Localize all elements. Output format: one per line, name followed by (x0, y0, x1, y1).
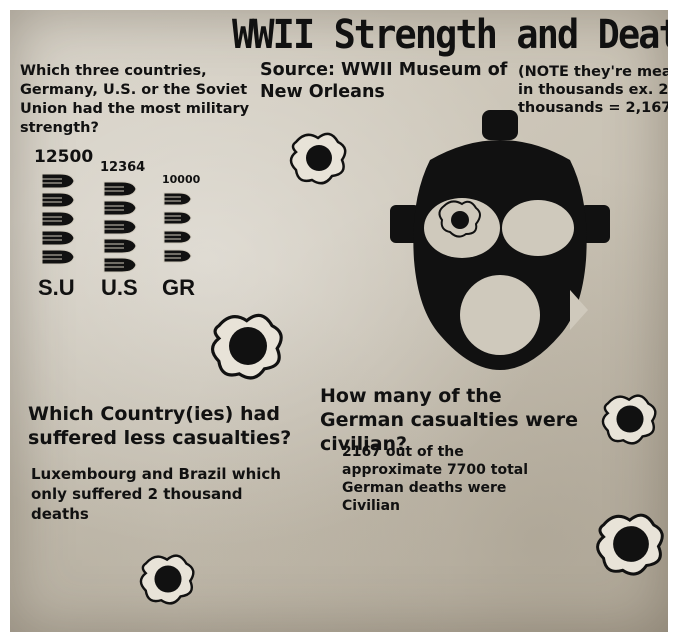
note-text: (NOTE they're measured in thousands ex. … (518, 64, 668, 116)
bullet-icon (163, 192, 192, 206)
bullet-icon (41, 230, 75, 246)
source-text: Source: WWII Museum of New Orleans (260, 60, 508, 102)
strength-value-gr: 10000 (162, 173, 201, 186)
bullet-icon (103, 200, 137, 216)
country-label-us: U.S (101, 275, 138, 300)
bullet-icon (103, 219, 137, 235)
bullet-hole-icon (289, 132, 347, 185)
strength-value-us: 12364 (100, 160, 146, 175)
bullet-icon (41, 173, 75, 189)
bullet-stack-gr (163, 192, 192, 263)
bullet-icon (163, 230, 192, 244)
bullet-icon (103, 181, 137, 197)
bullet-hole-icon (596, 513, 664, 576)
casualties-question: Which Country(ies) had suffered less cas… (28, 403, 292, 449)
country-label-gr: GR (162, 275, 195, 300)
bullet-hole-icon (139, 554, 195, 605)
strength-question: Which three countries, Germany, U.S. or … (20, 63, 250, 136)
strength-value-su: 12500 (34, 147, 94, 167)
civilian-question: How many of the German casualties were c… (320, 385, 578, 455)
bullet-icon (163, 211, 192, 225)
page-title: WWII Strength and Deaths (232, 12, 668, 58)
gas-mask-icon (390, 110, 610, 370)
bullet-icon (163, 249, 192, 263)
casualties-answer: Luxembourg and Brazil which only suffere… (31, 465, 281, 523)
bullet-icon (103, 257, 137, 273)
infographic-poster: WWII Strength and Deaths Which three cou… (10, 10, 668, 632)
bullet-icon (41, 249, 75, 265)
bullet-stack-us (103, 181, 137, 273)
bullet-icon (41, 211, 75, 227)
bullet-hole-icon (210, 313, 283, 380)
bullet-hole-icon (601, 394, 657, 445)
bullet-icon (103, 238, 137, 254)
bullet-icon (41, 192, 75, 208)
bullet-hole-icon (438, 200, 481, 238)
civilian-answer: 2167 out of the approximate 7700 total G… (342, 444, 529, 514)
country-label-su: S.U (38, 275, 75, 300)
bullet-stack-su (41, 173, 75, 265)
